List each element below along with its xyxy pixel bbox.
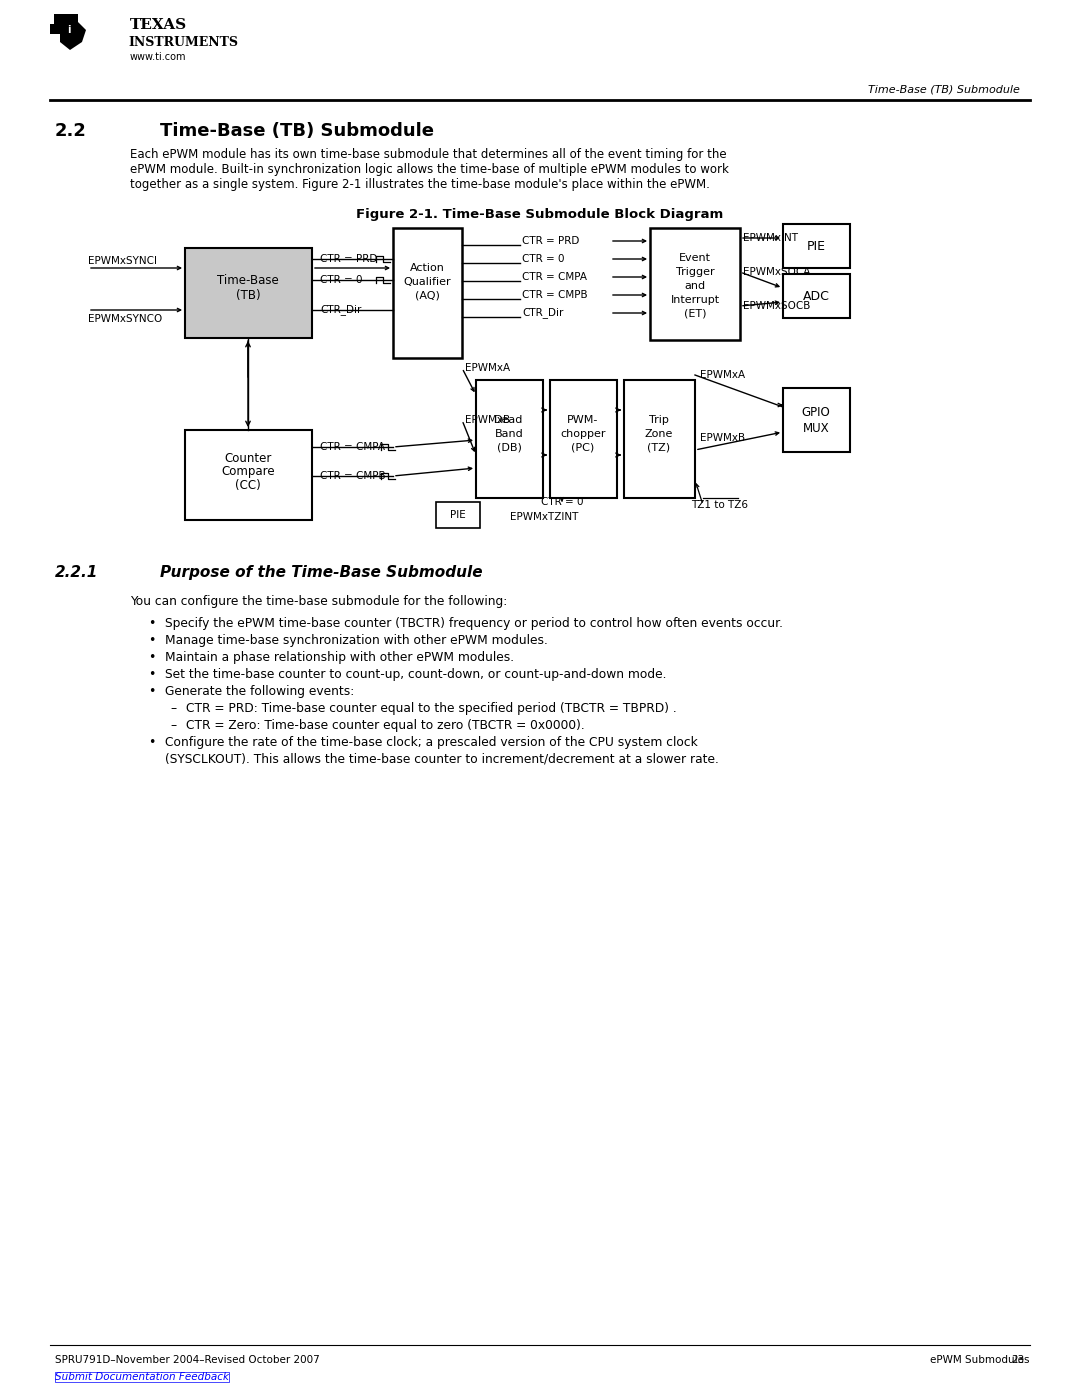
Text: ePWM module. Built-in synchronization logic allows the time-base of multiple ePW: ePWM module. Built-in synchronization lo… xyxy=(130,163,729,176)
Text: Action: Action xyxy=(409,263,445,272)
Text: Figure 2-1. Time-Base Submodule Block Diagram: Figure 2-1. Time-Base Submodule Block Di… xyxy=(356,208,724,221)
Polygon shape xyxy=(50,14,86,50)
Text: Compare: Compare xyxy=(221,465,274,479)
Text: Manage time-base synchronization with other ePWM modules.: Manage time-base synchronization with ot… xyxy=(165,634,548,647)
Text: CTR = PRD: Time-base counter equal to the specified period (TBCTR = TBPRD) .: CTR = PRD: Time-base counter equal to th… xyxy=(186,703,677,715)
Bar xyxy=(624,380,696,497)
Text: You can configure the time-base submodule for the following:: You can configure the time-base submodul… xyxy=(130,595,508,608)
Text: EPWMxA: EPWMxA xyxy=(465,363,510,373)
Text: EPWMxA: EPWMxA xyxy=(700,370,745,380)
Bar xyxy=(783,274,850,319)
Text: Generate the following events:: Generate the following events: xyxy=(165,685,354,698)
Bar xyxy=(185,249,312,338)
Text: (TZ): (TZ) xyxy=(647,443,671,453)
Text: (ET): (ET) xyxy=(684,309,706,319)
Text: INSTRUMENTS: INSTRUMENTS xyxy=(129,35,238,49)
Text: (SYSCLKOUT). This allows the time-base counter to increment/decrement at a slowe: (SYSCLKOUT). This allows the time-base c… xyxy=(165,753,719,766)
Text: GPIO: GPIO xyxy=(801,407,831,419)
Text: (AQ): (AQ) xyxy=(415,291,440,300)
Text: Configure the rate of the time-base clock; a prescaled version of the CPU system: Configure the rate of the time-base cloc… xyxy=(165,736,698,749)
Bar xyxy=(783,224,850,268)
Text: Time-Base (TB) Submodule: Time-Base (TB) Submodule xyxy=(160,122,434,140)
Text: Submit Documentation Feedback: Submit Documentation Feedback xyxy=(55,1372,229,1382)
Bar xyxy=(650,228,740,339)
Text: CTR = Zero: Time-base counter equal to zero (TBCTR = 0x0000).: CTR = Zero: Time-base counter equal to z… xyxy=(186,719,584,732)
Text: CTR_Dir: CTR_Dir xyxy=(320,305,362,316)
Text: CTR = CMPB: CTR = CMPB xyxy=(522,291,588,300)
Text: CTR_Dir: CTR_Dir xyxy=(522,307,564,319)
Text: Counter: Counter xyxy=(225,451,272,464)
Text: ADC: ADC xyxy=(802,289,829,303)
Text: Zone: Zone xyxy=(645,429,673,439)
Text: PWM-: PWM- xyxy=(567,415,598,425)
Text: Trigger: Trigger xyxy=(676,267,714,277)
Bar xyxy=(550,380,617,497)
Text: •: • xyxy=(148,668,156,680)
Text: (PC): (PC) xyxy=(571,443,595,453)
Text: TZ1 to TZ6: TZ1 to TZ6 xyxy=(691,500,748,510)
Text: Interrupt: Interrupt xyxy=(671,295,719,305)
Text: MUX: MUX xyxy=(802,422,829,434)
Text: i: i xyxy=(67,25,71,35)
Text: –: – xyxy=(170,703,176,715)
Text: EPWMxSOCA: EPWMxSOCA xyxy=(743,267,810,277)
Text: SPRU791D–November 2004–Revised October 2007: SPRU791D–November 2004–Revised October 2… xyxy=(55,1355,320,1365)
Bar xyxy=(476,380,543,497)
Bar xyxy=(436,502,480,528)
Text: Trip: Trip xyxy=(649,415,669,425)
Text: and: and xyxy=(685,281,705,291)
Text: •: • xyxy=(148,634,156,647)
Text: (TB): (TB) xyxy=(235,289,260,302)
Text: EPWMxB: EPWMxB xyxy=(700,433,745,443)
Text: Time-Base (TB) Submodule: Time-Base (TB) Submodule xyxy=(868,85,1020,95)
Text: EPWMxTZINT: EPWMxTZINT xyxy=(510,511,579,522)
Text: Qualifier: Qualifier xyxy=(403,277,450,286)
Text: Time-Base: Time-Base xyxy=(217,274,279,286)
Text: CTR = 0: CTR = 0 xyxy=(541,497,583,507)
Text: 2.2.1: 2.2.1 xyxy=(55,564,98,580)
Text: Specify the ePWM time-base counter (TBCTR) frequency or period to control how of: Specify the ePWM time-base counter (TBCT… xyxy=(165,617,783,630)
Text: •: • xyxy=(148,685,156,698)
Text: (CC): (CC) xyxy=(235,479,261,493)
Text: 23: 23 xyxy=(1012,1355,1025,1365)
Text: Set the time-base counter to count-up, count-down, or count-up-and-down mode.: Set the time-base counter to count-up, c… xyxy=(165,668,666,680)
Text: EPWMxSYNCI: EPWMxSYNCI xyxy=(87,256,157,265)
Text: CTR = PRD: CTR = PRD xyxy=(522,236,579,246)
Bar xyxy=(783,388,850,453)
Text: CTR = PRD: CTR = PRD xyxy=(320,254,377,264)
Bar xyxy=(393,228,462,358)
Text: Event: Event xyxy=(679,253,711,263)
Text: EPWMxSYNCO: EPWMxSYNCO xyxy=(87,314,162,324)
Text: EPWMxSOCB: EPWMxSOCB xyxy=(743,300,810,312)
Text: Purpose of the Time-Base Submodule: Purpose of the Time-Base Submodule xyxy=(160,564,483,580)
Text: Maintain a phase relationship with other ePWM modules.: Maintain a phase relationship with other… xyxy=(165,651,514,664)
Text: chopper: chopper xyxy=(561,429,606,439)
Text: TEXAS: TEXAS xyxy=(130,18,187,32)
Text: (DB): (DB) xyxy=(497,443,522,453)
Text: 2.2: 2.2 xyxy=(55,122,86,140)
Text: CTR = CMPB: CTR = CMPB xyxy=(320,471,386,481)
Text: CTR = 0: CTR = 0 xyxy=(522,254,565,264)
Text: •: • xyxy=(148,617,156,630)
Text: PIE: PIE xyxy=(807,239,825,253)
Text: ePWM Submodules: ePWM Submodules xyxy=(930,1355,1029,1365)
Text: Each ePWM module has its own time-base submodule that determines all of the even: Each ePWM module has its own time-base s… xyxy=(130,148,727,161)
Text: www.ti.com: www.ti.com xyxy=(130,52,187,61)
Text: together as a single system. Figure 2-1 illustrates the time-base module's place: together as a single system. Figure 2-1 … xyxy=(130,177,710,191)
Text: •: • xyxy=(148,651,156,664)
Text: EPWMxINT: EPWMxINT xyxy=(743,233,798,243)
Text: Band: Band xyxy=(495,429,524,439)
Text: –: – xyxy=(170,719,176,732)
Text: EPWMxB: EPWMxB xyxy=(465,415,510,425)
Text: CTR = 0: CTR = 0 xyxy=(320,275,363,285)
Bar xyxy=(185,430,312,520)
Text: •: • xyxy=(148,736,156,749)
Text: CTR = CMPA: CTR = CMPA xyxy=(320,441,384,453)
Text: CTR = CMPA: CTR = CMPA xyxy=(522,272,588,282)
Text: Dead: Dead xyxy=(495,415,524,425)
Text: PIE: PIE xyxy=(450,510,465,520)
